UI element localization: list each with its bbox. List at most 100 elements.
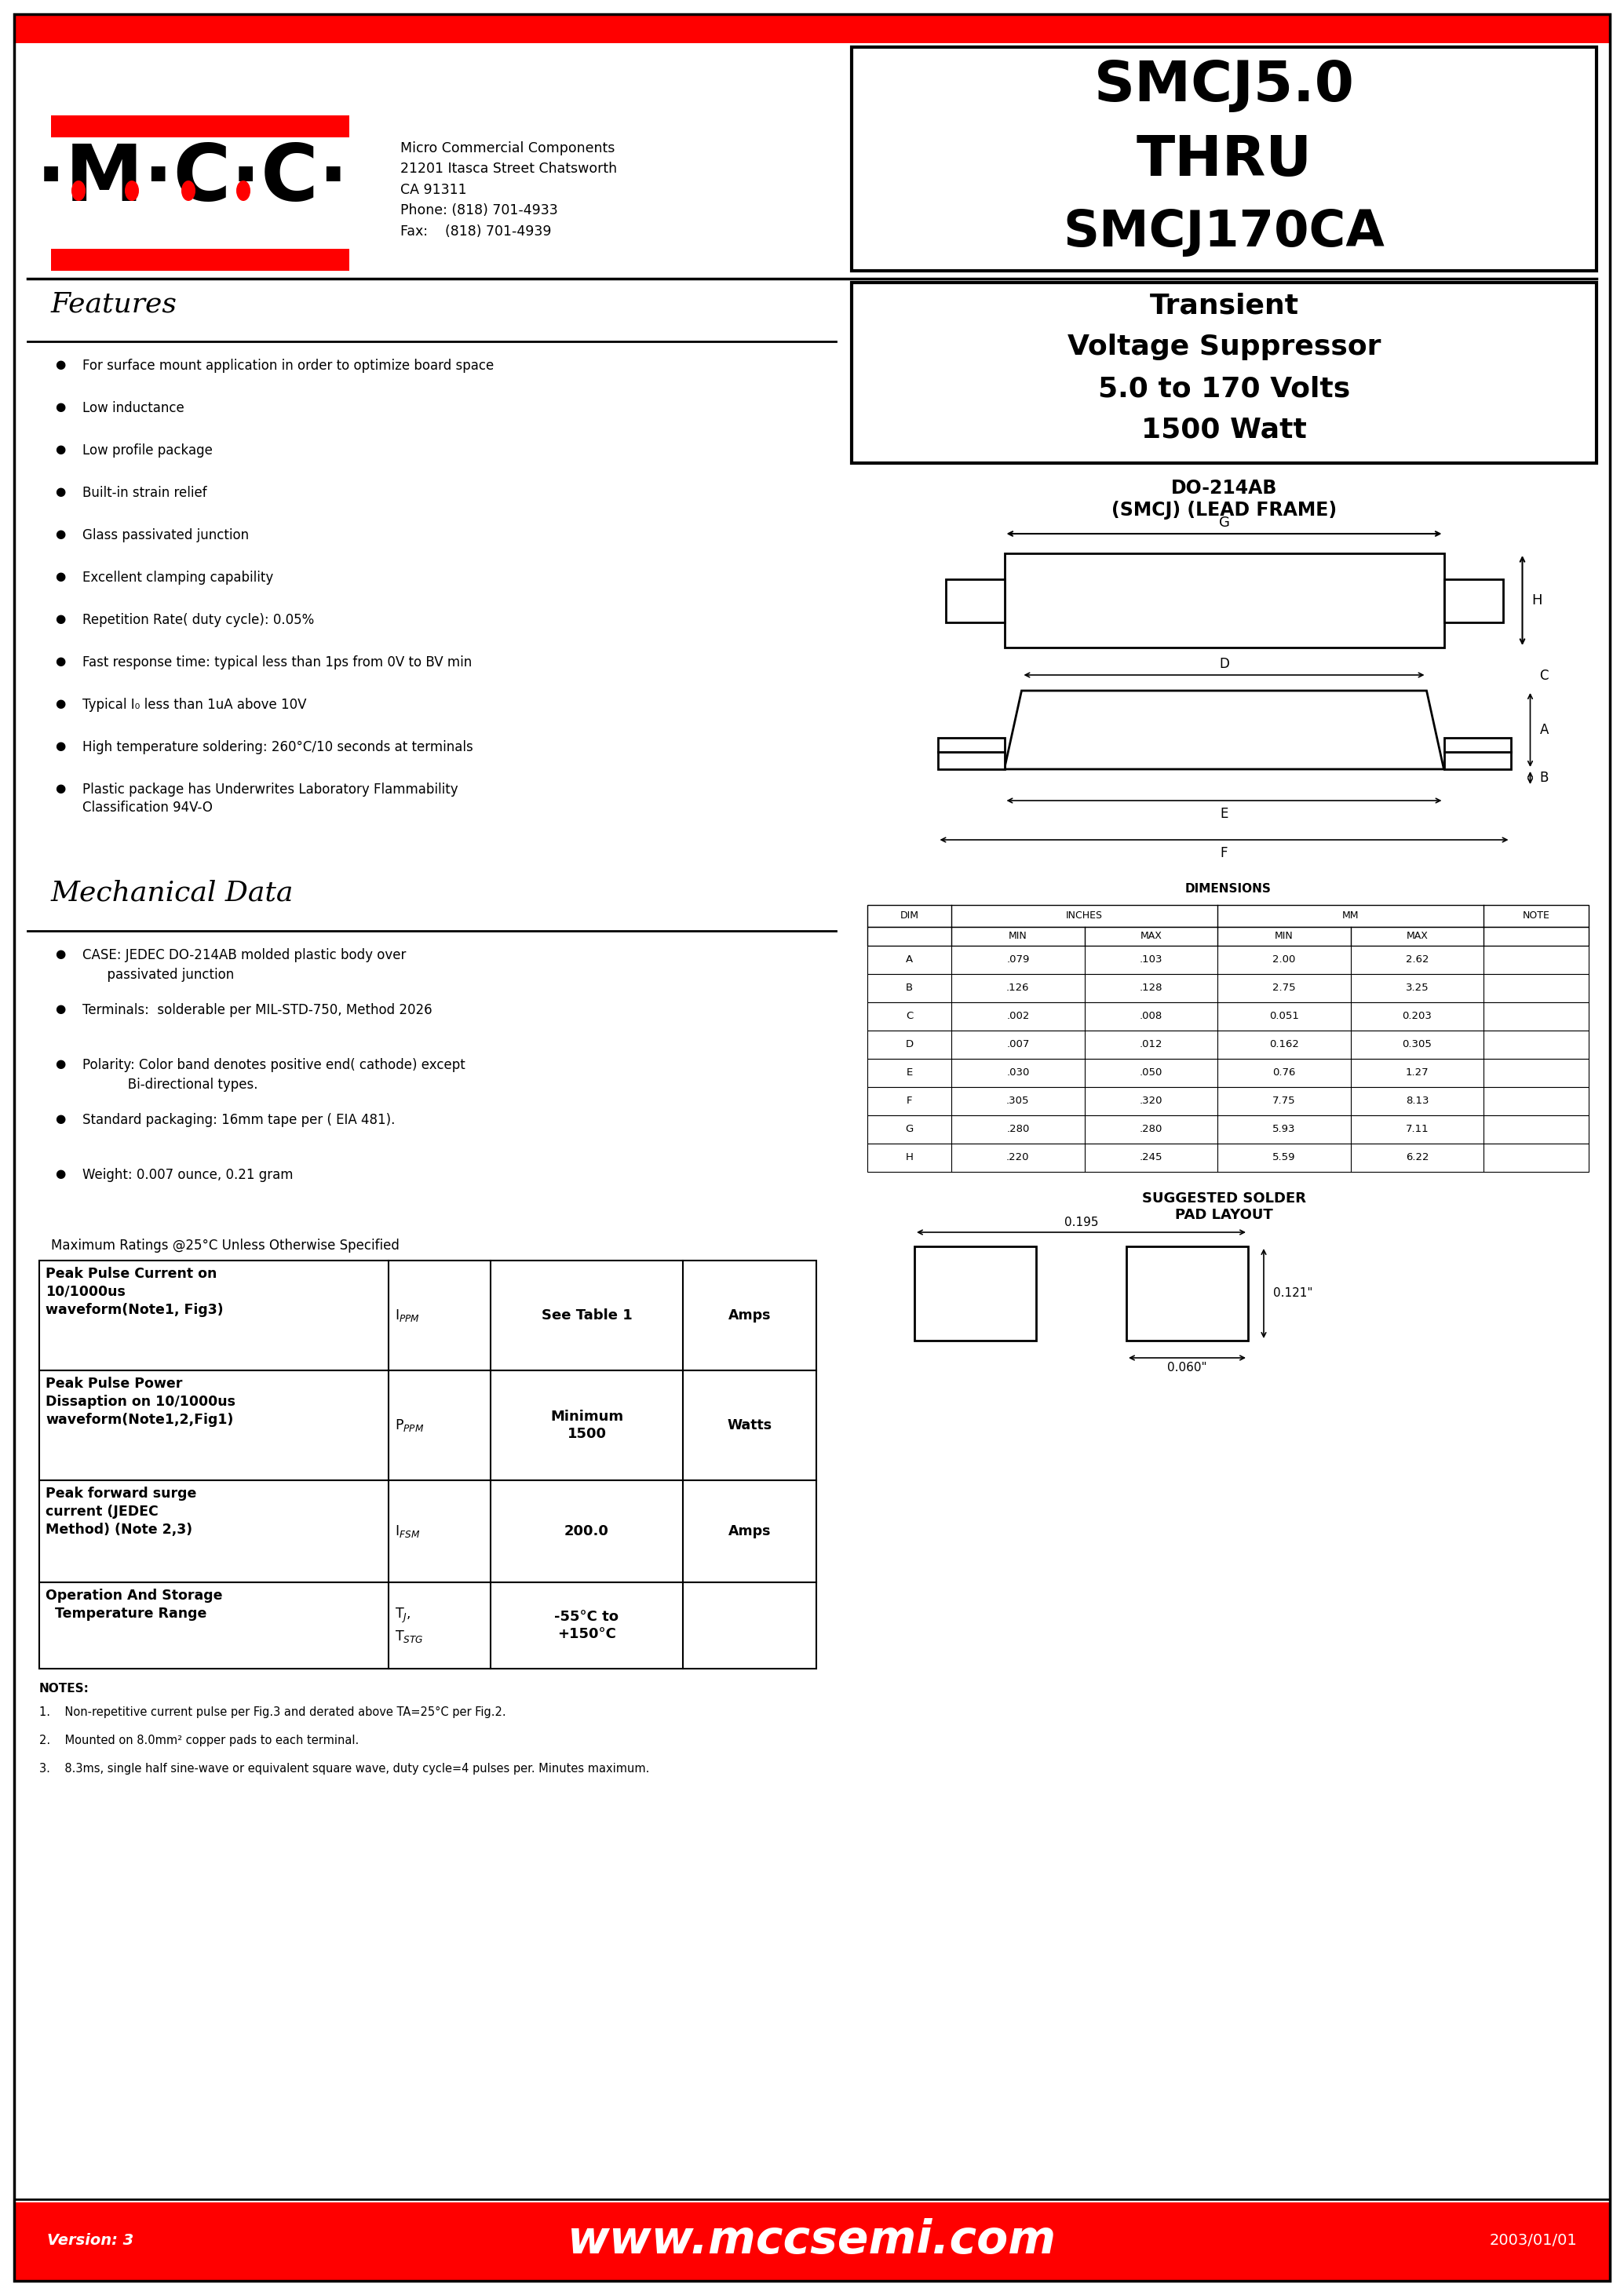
Text: Low inductance: Low inductance bbox=[83, 402, 184, 415]
Text: .008: .008 bbox=[1140, 1012, 1163, 1021]
Text: .002: .002 bbox=[1007, 1012, 1030, 1021]
Bar bbox=[39, 1480, 817, 1581]
Text: 5.93: 5.93 bbox=[1273, 1125, 1296, 1134]
Text: SMCJ170CA: SMCJ170CA bbox=[1064, 209, 1385, 257]
Text: ●: ● bbox=[55, 783, 65, 794]
Text: 1500 Watt: 1500 Watt bbox=[1142, 418, 1307, 443]
Text: T$_J$,
T$_{STG}$: T$_J$, T$_{STG}$ bbox=[395, 1606, 424, 1643]
Ellipse shape bbox=[182, 181, 195, 202]
Text: 0.121": 0.121" bbox=[1273, 1287, 1312, 1299]
Text: 0.162: 0.162 bbox=[1270, 1040, 1299, 1049]
Bar bbox=[937, 737, 1004, 753]
Bar bbox=[867, 1030, 1588, 1058]
Text: ●: ● bbox=[55, 613, 65, 624]
Text: .126: .126 bbox=[1007, 982, 1030, 994]
Bar bbox=[867, 1143, 1588, 1173]
Text: D: D bbox=[906, 1040, 913, 1049]
Bar bbox=[15, 2203, 1609, 2281]
Text: Features: Features bbox=[50, 291, 177, 317]
Text: .103: .103 bbox=[1140, 955, 1163, 964]
Text: 5.59: 5.59 bbox=[1273, 1152, 1296, 1164]
Text: H: H bbox=[1531, 594, 1543, 608]
Bar bbox=[867, 904, 1588, 927]
Text: H: H bbox=[906, 1152, 913, 1164]
Text: Mechanical Data: Mechanical Data bbox=[50, 879, 294, 907]
Text: Excellent clamping capability: Excellent clamping capability bbox=[83, 571, 273, 585]
Bar bbox=[914, 1246, 1036, 1340]
Text: Polarity: Color band denotes positive end( cathode) except
           Bi-directi: Polarity: Color band denotes positive en… bbox=[83, 1058, 464, 1092]
Text: Maximum Ratings @25°C Unless Otherwise Specified: Maximum Ratings @25°C Unless Otherwise S… bbox=[50, 1239, 400, 1253]
Text: Standard packaging: 16mm tape per ( EIA 481).: Standard packaging: 16mm tape per ( EIA … bbox=[83, 1113, 395, 1127]
Text: 0.060": 0.060" bbox=[1168, 1361, 1207, 1372]
Text: Typical I₀ less than 1uA above 10V: Typical I₀ less than 1uA above 10V bbox=[83, 698, 307, 711]
Text: Low profile package: Low profile package bbox=[83, 443, 213, 457]
Text: I$_{PPM}$: I$_{PPM}$ bbox=[395, 1308, 421, 1324]
Text: For surface mount application in order to optimize board space: For surface mount application in order t… bbox=[83, 358, 494, 372]
Text: INCHES: INCHES bbox=[1065, 911, 1103, 920]
Text: A: A bbox=[906, 955, 913, 964]
Text: NOTES:: NOTES: bbox=[39, 1682, 89, 1694]
Text: Peak Pulse Current on
10/1000us
waveform(Note1, Fig3): Peak Pulse Current on 10/1000us waveform… bbox=[45, 1267, 224, 1317]
Text: B: B bbox=[1540, 771, 1549, 785]
Text: Micro Commercial Components
21201 Itasca Street Chatsworth
CA 91311
Phone: (818): Micro Commercial Components 21201 Itasca… bbox=[400, 142, 617, 239]
Text: Minimum
1500: Minimum 1500 bbox=[551, 1409, 624, 1441]
Bar bbox=[867, 927, 1588, 946]
Text: 0.203: 0.203 bbox=[1402, 1012, 1432, 1021]
Text: ●: ● bbox=[55, 948, 65, 959]
Text: 0.195: 0.195 bbox=[1064, 1216, 1098, 1228]
Polygon shape bbox=[1004, 691, 1444, 769]
Bar bbox=[50, 248, 349, 271]
Text: ●: ● bbox=[55, 698, 65, 709]
Bar bbox=[1444, 578, 1502, 622]
Text: ●: ● bbox=[55, 358, 65, 369]
Text: MM: MM bbox=[1341, 911, 1359, 920]
Text: ●: ● bbox=[55, 656, 65, 668]
Text: ●: ● bbox=[55, 402, 65, 413]
Text: A: A bbox=[1540, 723, 1549, 737]
Text: See Table 1: See Table 1 bbox=[541, 1308, 632, 1322]
Text: MIN: MIN bbox=[1009, 932, 1028, 941]
Bar bbox=[867, 1003, 1588, 1030]
Text: Built-in strain relief: Built-in strain relief bbox=[83, 487, 206, 500]
Bar bbox=[39, 1370, 817, 1480]
Text: .007: .007 bbox=[1007, 1040, 1030, 1049]
Text: .128: .128 bbox=[1140, 982, 1163, 994]
Text: .012: .012 bbox=[1140, 1040, 1163, 1049]
Text: 3.    8.3ms, single half sine-wave or equivalent square wave, duty cycle=4 pulse: 3. 8.3ms, single half sine-wave or equiv… bbox=[39, 1763, 650, 1774]
Text: 0.305: 0.305 bbox=[1402, 1040, 1432, 1049]
Text: CASE: JEDEC DO-214AB molded plastic body over
      passivated junction: CASE: JEDEC DO-214AB molded plastic body… bbox=[83, 948, 406, 982]
Text: F: F bbox=[906, 1097, 913, 1106]
Text: 1.    Non-repetitive current pulse per Fig.3 and derated above TA=25°C per Fig.2: 1. Non-repetitive current pulse per Fig.… bbox=[39, 1707, 507, 1719]
Ellipse shape bbox=[71, 181, 86, 202]
Text: 0.76: 0.76 bbox=[1273, 1067, 1296, 1079]
Text: E: E bbox=[1220, 808, 1228, 822]
Bar bbox=[945, 578, 1004, 622]
Text: 3.25: 3.25 bbox=[1405, 982, 1429, 994]
Text: 1.27: 1.27 bbox=[1405, 1067, 1429, 1079]
Text: ●: ● bbox=[55, 741, 65, 753]
Text: DIMENSIONS: DIMENSIONS bbox=[1186, 884, 1272, 895]
Text: ●: ● bbox=[55, 571, 65, 583]
Text: Voltage Suppressor: Voltage Suppressor bbox=[1067, 333, 1380, 360]
Text: ●: ● bbox=[55, 1003, 65, 1014]
Text: Amps: Amps bbox=[728, 1308, 771, 1322]
Text: DO-214AB
(SMCJ) (LEAD FRAME): DO-214AB (SMCJ) (LEAD FRAME) bbox=[1111, 480, 1337, 519]
Text: Plastic package has Underwrites Laboratory Flammability
Classification 94V-O: Plastic package has Underwrites Laborato… bbox=[83, 783, 458, 815]
Text: Terminals:  solderable per MIL-STD-750, Method 2026: Terminals: solderable per MIL-STD-750, M… bbox=[83, 1003, 432, 1017]
Text: .030: .030 bbox=[1007, 1067, 1030, 1079]
Text: Version: 3: Version: 3 bbox=[47, 2233, 133, 2247]
Text: Transient: Transient bbox=[1150, 291, 1299, 319]
Text: C: C bbox=[906, 1012, 913, 1021]
Text: .050: .050 bbox=[1140, 1067, 1163, 1079]
Text: 6.22: 6.22 bbox=[1405, 1152, 1429, 1164]
Bar bbox=[15, 16, 1609, 44]
Bar bbox=[1127, 1246, 1247, 1340]
Text: 2003/01/01: 2003/01/01 bbox=[1489, 2233, 1577, 2247]
Bar bbox=[867, 973, 1588, 1003]
Bar bbox=[937, 753, 1004, 769]
Text: I$_{FSM}$: I$_{FSM}$ bbox=[395, 1524, 421, 1540]
Text: .079: .079 bbox=[1007, 955, 1030, 964]
Text: Operation And Storage
  Temperature Range: Operation And Storage Temperature Range bbox=[45, 1588, 222, 1620]
Text: 2.75: 2.75 bbox=[1273, 982, 1296, 994]
Text: .220: .220 bbox=[1007, 1152, 1030, 1164]
